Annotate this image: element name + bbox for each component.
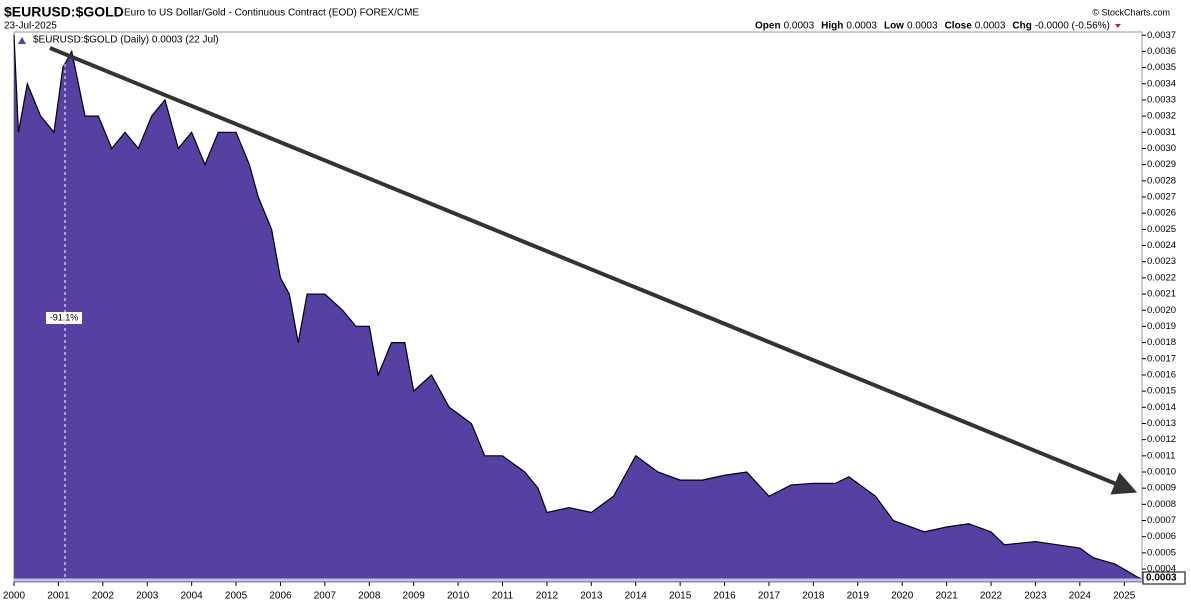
y-tick-label: 0.0007 [1147,515,1176,526]
down-marker [1114,24,1121,28]
ohlc-value: 0.0003 [784,21,815,32]
y-tick-label: 0.0029 [1147,159,1176,170]
date: 23-Jul-2025 [4,21,57,32]
y-tick-label: 0.0005 [1147,547,1176,558]
y-tick-label: 0.0018 [1147,337,1176,348]
credit: © StockCharts.com [1092,7,1170,17]
y-tick-label: 0.0027 [1147,192,1176,203]
x-tick-label: 2024 [1069,591,1092,602]
x-tick-label: 2001 [47,591,70,602]
y-tick-label: 0.0024 [1147,240,1176,251]
y-tick-label: 0.0006 [1147,531,1176,542]
chart-title: $EURUSD:$GOLD [4,4,124,20]
x-tick-label: 2015 [669,591,692,602]
y-tick-label: 0.0013 [1147,418,1176,429]
x-tick-label: 2007 [314,591,337,602]
y-tick-label: 0.0032 [1147,111,1176,122]
x-tick-label: 2009 [403,591,426,602]
y-tick-label: 0.0009 [1147,483,1176,494]
x-tick-label: 2011 [492,591,514,602]
y-tick-label: 0.0019 [1147,321,1176,332]
legend: $EURUSD:$GOLD (Daily) 0.0003 (22 Jul) [33,35,219,46]
ohlc-label: Chg [1012,21,1031,32]
price-line [13,35,1142,580]
x-tick-label: 2012 [536,591,559,602]
y-tick-label: 0.0034 [1147,78,1176,89]
legend-swatch [18,37,26,44]
y-tick-label: 0.0021 [1147,289,1176,300]
y-tick-label: 0.0017 [1147,353,1176,364]
x-tick-label: 2022 [980,591,1003,602]
y-tick-label: 0.0031 [1147,127,1176,138]
x-tick-label: 2016 [713,591,736,602]
x-tick-label: 2023 [1024,591,1047,602]
x-tick-label: 2020 [891,591,914,602]
area [14,35,1142,583]
y-tick-label: 0.0036 [1147,46,1176,57]
y-tick-label: 0.0030 [1147,143,1176,154]
annotation: -91.1% [50,312,79,322]
y-tick-label: 0.0016 [1147,369,1176,380]
x-tick-label: 2005 [225,591,248,602]
last-value-box [1142,571,1186,585]
trend-arrow [49,46,1138,495]
ohlc-label: Close [945,21,973,32]
y-tick-label: 0.0025 [1147,224,1176,235]
y-tick-label: 0.0022 [1147,272,1176,283]
x-tick-label: 2025 [1113,591,1136,602]
ohlc-value: 0.0003 [907,21,938,32]
y-tick-label: 0.0035 [1147,62,1176,73]
y-tick-label: 0.0033 [1147,94,1176,105]
ohlc-value: 0.0003 [846,21,877,32]
x-tick-label: 2006 [269,591,292,602]
x-tick-label: 2021 [935,591,958,602]
y-tick-label: 0.0010 [1147,467,1176,478]
last-value: 0.0003 [1146,573,1177,584]
y-tick-label: 0.0028 [1147,175,1176,186]
x-tick-label: 2017 [758,591,781,602]
x-tick-label: 2000 [3,591,26,602]
y-tick-label: 0.0014 [1147,402,1176,413]
y-tick-label: 0.0037 [1147,30,1176,41]
x-tick-label: 2002 [92,591,115,602]
y-tick-label: 0.0015 [1147,386,1176,397]
ohlc-label: Low [884,21,904,32]
x-tick-label: 2014 [625,591,648,602]
y-tick-label: 0.0023 [1147,256,1176,267]
x-tick-label: 2010 [447,591,470,602]
ohlc-value: 0.0003 [975,21,1006,32]
x-tick-label: 2018 [802,591,825,602]
y-tick-label: 0.0026 [1147,208,1176,219]
y-tick-label: 0.0012 [1147,434,1176,445]
y-tick-label: 0.0004 [1147,564,1176,575]
x-tick-label: 2004 [181,591,204,602]
x-tick-label: 2019 [847,591,870,602]
y-tick-label: 0.0008 [1147,499,1176,510]
y-tick-label: 0.0020 [1147,305,1176,316]
x-tick-label: 2008 [358,591,381,602]
ohlc-value: -0.0000 (-0.56%) [1035,21,1110,32]
y-tick-label: 0.0011 [1147,450,1175,461]
x-tick-label: 2003 [136,591,159,602]
ohlc-label: High [821,21,843,32]
ohlc-label: Open [755,21,781,32]
x-tick-label: 2013 [580,591,603,602]
annotation-bg [46,312,82,324]
chart-subtitle: Euro to US Dollar/Gold - Continuous Cont… [124,8,419,19]
